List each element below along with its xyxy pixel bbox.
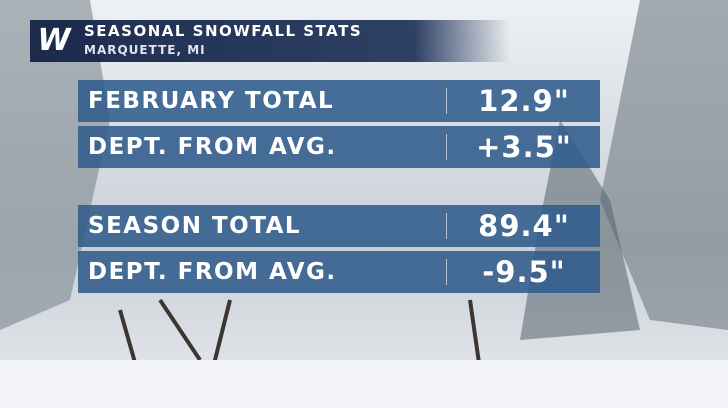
stat-value: 12.9" bbox=[478, 84, 570, 118]
stat-label: SEASON TOTAL bbox=[88, 213, 302, 239]
header-bar: W SEASONAL SNOWFALL STATS MARQUETTE, MI bbox=[30, 20, 510, 62]
stat-row: DEPT. FROM AVG. +3.5" bbox=[78, 126, 600, 168]
divider bbox=[446, 88, 447, 114]
stat-value: -9.5" bbox=[482, 255, 566, 289]
stat-label: FEBRUARY TOTAL bbox=[88, 88, 335, 114]
stat-row: FEBRUARY TOTAL 12.9" bbox=[78, 80, 600, 122]
stat-value: +3.5" bbox=[476, 130, 572, 164]
divider bbox=[446, 213, 447, 239]
stat-row: DEPT. FROM AVG. -9.5" bbox=[78, 251, 600, 293]
logo: W bbox=[37, 23, 71, 58]
title: SEASONAL SNOWFALL STATS bbox=[84, 22, 363, 40]
divider bbox=[446, 134, 447, 160]
stat-row: SEASON TOTAL 89.4" bbox=[78, 205, 600, 247]
stat-label: DEPT. FROM AVG. bbox=[88, 259, 337, 285]
stat-value: 89.4" bbox=[478, 209, 570, 243]
divider bbox=[446, 259, 447, 285]
stat-label: DEPT. FROM AVG. bbox=[88, 134, 337, 160]
subtitle: MARQUETTE, MI bbox=[84, 43, 206, 57]
